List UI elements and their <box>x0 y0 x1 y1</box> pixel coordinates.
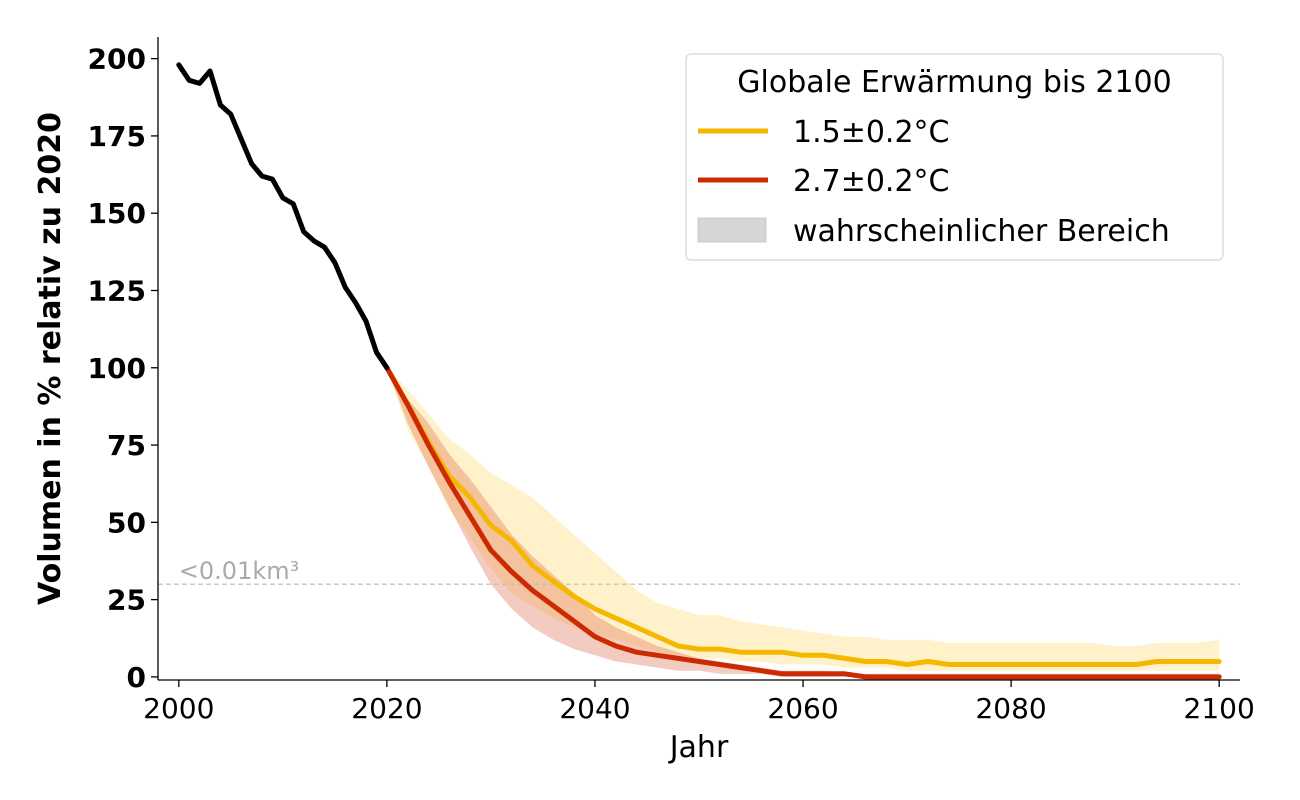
threshold-label: <0.01km³ <box>179 557 299 585</box>
series-line-1.5±0.2°C <box>384 365 1222 667</box>
legend-label-2-7: 2.7±0.2°C <box>793 164 950 199</box>
y-tick-label: 125 <box>88 274 146 307</box>
y-axis-title: Volumen in % relativ zu 2020 <box>33 112 68 605</box>
x-tick-label: 2080 <box>975 692 1046 725</box>
band-1.5±0.2°C <box>386 367 1220 671</box>
x-tick-label: 2020 <box>351 692 422 725</box>
legend-label-1-5: 1.5±0.2°C <box>793 115 950 150</box>
historical-line <box>176 62 390 371</box>
y-tick-label: 150 <box>88 197 146 230</box>
y-tick-label: 200 <box>88 43 146 76</box>
legend-label-range: wahrscheinlicher Bereich <box>793 214 1170 249</box>
y-tick-label: 50 <box>107 506 146 539</box>
legend: Globale Erwärmung bis 2100 1.5±0.2°C 2.7… <box>685 53 1224 261</box>
plot-area <box>158 62 1240 680</box>
x-tick-label: 2060 <box>767 692 838 725</box>
x-tick-label: 2100 <box>1184 692 1255 725</box>
legend-title: Globale Erwärmung bis 2100 <box>737 65 1171 100</box>
y-tick-label: 175 <box>88 120 146 153</box>
y-tick-label: 100 <box>88 352 146 385</box>
legend-swatch-range <box>697 217 767 243</box>
y-tick-label: 75 <box>107 429 146 462</box>
series-line-2.7±0.2°C <box>384 365 1222 680</box>
y-tick-label: 0 <box>127 661 146 694</box>
x-tick-label: 2040 <box>559 692 630 725</box>
y-tick-label: 25 <box>107 584 146 617</box>
legend-box <box>685 53 1224 261</box>
x-axis-title: Jahr <box>668 730 729 765</box>
axes: 2000 2020 2040 2060 2080 2100 0 25 50 75 100 125 150… <box>88 37 1255 725</box>
x-tick-label: 2000 <box>143 692 214 725</box>
